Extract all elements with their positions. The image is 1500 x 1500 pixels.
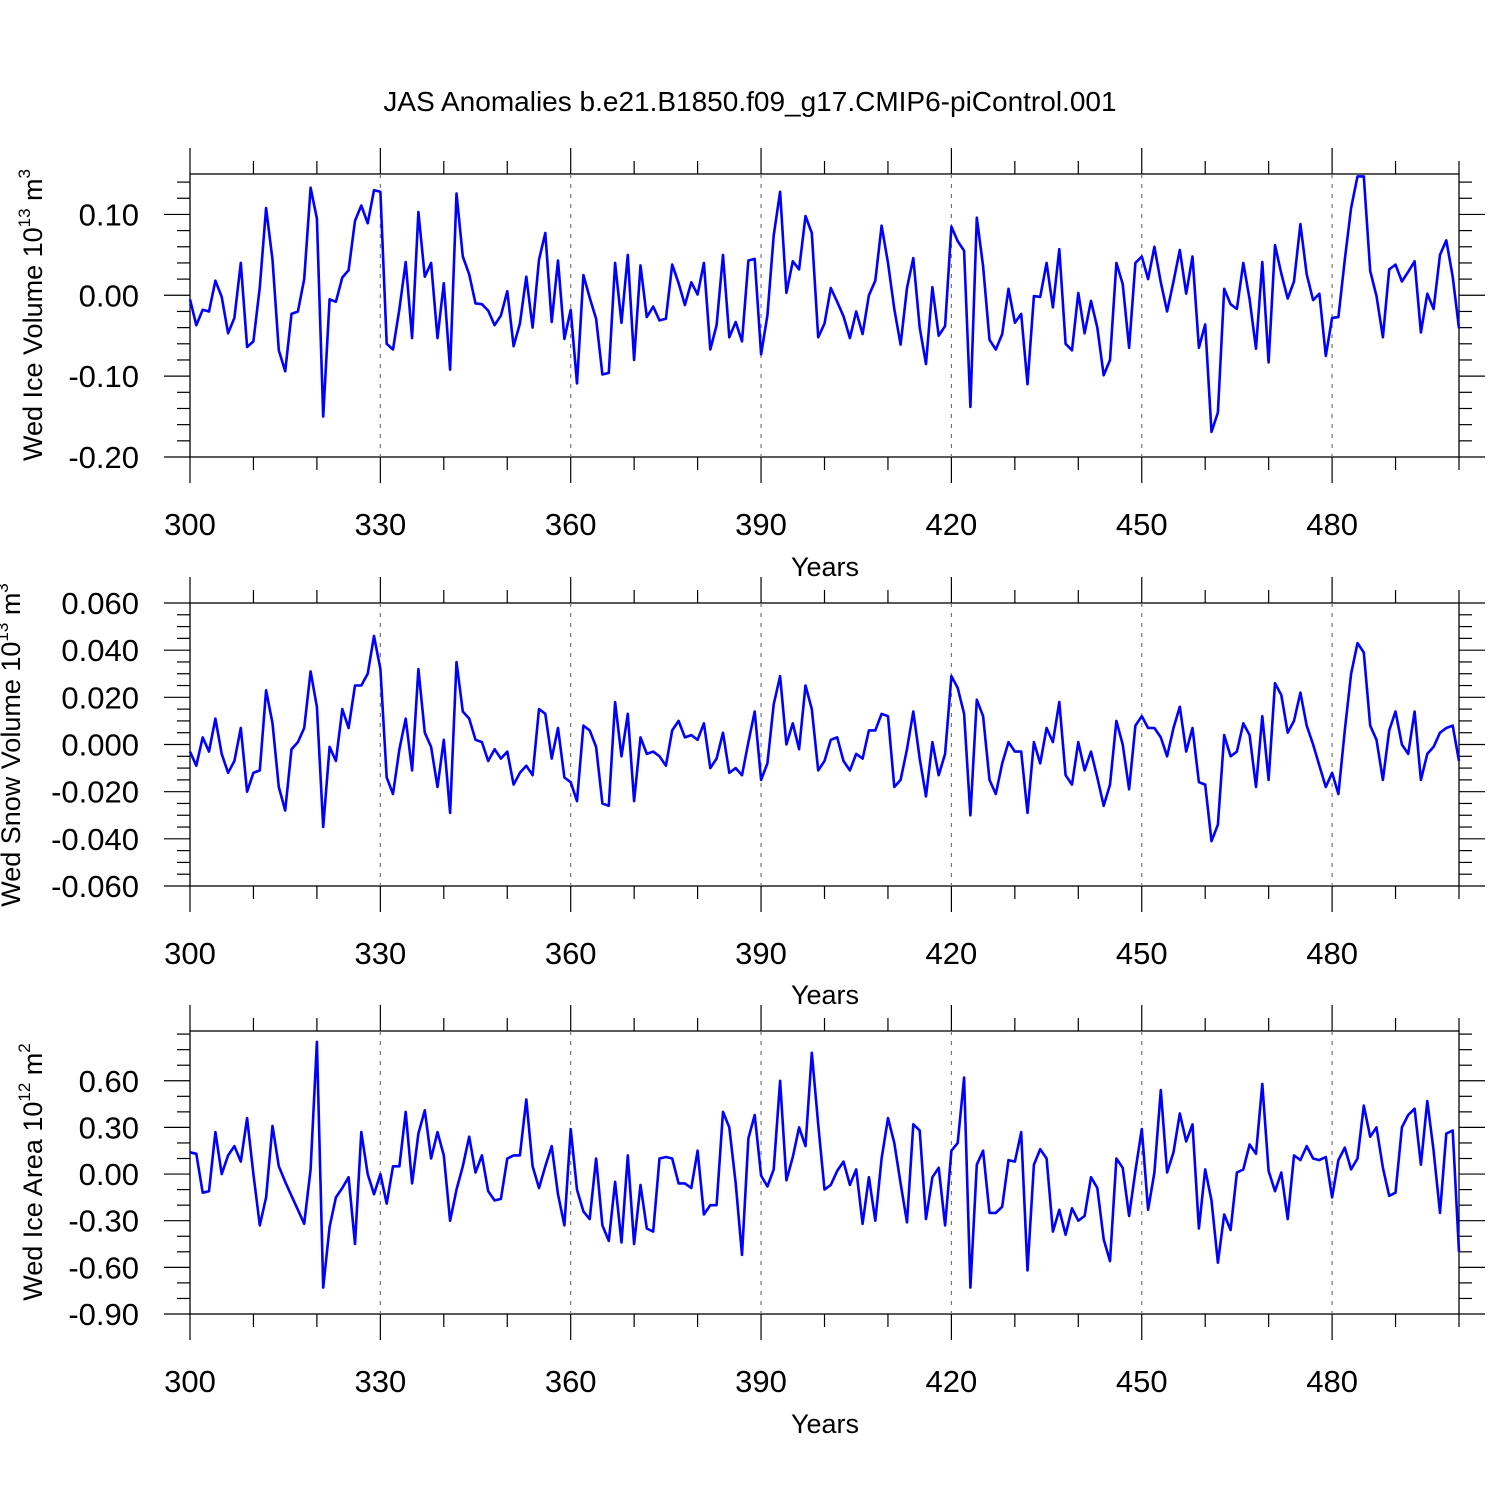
x-tick-labels: 300 330 360 390 420 450 480 [164,1364,1358,1399]
y-axis-title-main: Wed Ice Volume 10 [18,227,48,461]
x-tick-label: 300 [164,507,216,542]
series-line [188,634,1461,843]
x-tick-label: 330 [354,936,406,971]
y-tick-label: 0.10 [79,197,139,232]
y-tick-labels: -0.90 -0.60 -0.30 0.00 0.30 0.60 [68,1064,139,1332]
y-tick-label: 0.000 [61,728,139,763]
y-tick-label: 0.040 [61,633,139,668]
y-tick-label: -0.60 [68,1250,139,1285]
y-axis-title-unit-exponent: 3 [15,169,34,178]
x-tick-labels: 300 330 360 390 420 450 480 [164,936,1358,971]
x-axis-title: Years [791,980,859,1010]
y-axis-title-unit-exponent: 2 [15,1043,34,1052]
y-tick-labels: -0.20 -0.10 0.00 0.10 [68,197,139,475]
x-tick-label: 420 [926,1364,978,1399]
y-axis-title-unit: m [0,593,26,623]
y-tick-label: -0.040 [51,822,139,857]
x-tick-label: 360 [545,936,597,971]
y-tick-label: -0.20 [68,440,139,475]
x-tick-label: 420 [926,936,978,971]
y-axis-title-main: Wed Ice Area 10 [18,1102,48,1301]
y-tick-label: 0.60 [79,1064,139,1099]
x-tick-label: 300 [164,936,216,971]
x-tick-label: 390 [735,936,787,971]
y-axis-title: Wed Ice Volume 1013 m3 [15,169,48,461]
y-tick-label: -0.90 [68,1297,139,1332]
y-tick-label: -0.020 [51,775,139,810]
x-tick-label: 330 [354,507,406,542]
y-axis-title: Wed Ice Area 1012 m2 [15,1043,48,1301]
y-tick-labels: -0.060 -0.040 -0.020 0.000 0.020 0.040 0.060 [51,586,139,904]
series-line [189,1040,1461,1289]
ice-volume-panel: 300 330 360 390 420 450 480 -0.20 -0.10 0.00 0.10… [15,148,1485,582]
y-axis-title-exponent: 13 [0,623,12,642]
snow-volume-panel: 300 330 360 390 420 450 480 -0.060 -0.040 -0.020… [0,577,1485,1010]
data-series [188,634,1461,843]
y-tick-label: -0.10 [68,359,139,394]
x-tick-label: 420 [926,507,978,542]
y-tick-label: 0.020 [61,680,139,715]
y-axis-title-unit: m [18,1053,48,1083]
data-series [189,1040,1461,1289]
x-axis-title: Years [791,1409,859,1439]
x-tick-label: 450 [1116,936,1168,971]
axis-ticks [164,577,1485,912]
y-tick-label: 0.060 [61,586,139,621]
figure-title: JAS Anomalies b.e21.B1850.f09_g17.CMIP6-… [383,86,1116,117]
y-axis-title-exponent: 12 [15,1083,34,1102]
grid-lines [379,603,1333,886]
x-tick-label: 480 [1306,1364,1358,1399]
data-series [188,175,1461,434]
x-tick-label: 300 [164,1364,216,1399]
y-tick-label: -0.060 [51,869,139,904]
x-axis-title: Years [791,552,859,582]
series-line [188,175,1461,434]
ice-area-panel: 300 330 360 390 420 450 480 -0.90 -0.60 -0.30 0.0… [15,1005,1485,1439]
y-tick-label: -0.30 [68,1204,139,1239]
y-axis-title-unit-exponent: 3 [0,583,12,592]
y-axis-title-unit: m [18,178,48,208]
x-tick-label: 360 [545,507,597,542]
x-tick-labels: 300 330 360 390 420 450 480 [164,507,1358,542]
x-tick-label: 330 [354,1364,406,1399]
x-tick-label: 360 [545,1364,597,1399]
y-tick-label: 0.00 [79,278,139,313]
x-tick-label: 390 [735,507,787,542]
x-tick-label: 450 [1116,1364,1168,1399]
y-tick-label: 0.30 [79,1110,139,1145]
x-tick-label: 480 [1306,936,1358,971]
y-axis-title-exponent: 13 [15,208,34,227]
axis-ticks [164,148,1485,483]
y-axis-title: Wed Snow Volume 1013 m3 [0,583,26,907]
axis-ticks [164,1005,1485,1340]
y-tick-label: 0.00 [79,1157,139,1192]
x-tick-label: 480 [1306,507,1358,542]
x-tick-label: 450 [1116,507,1168,542]
y-axis-title-main: Wed Snow Volume 10 [0,642,26,907]
x-tick-label: 390 [735,1364,787,1399]
